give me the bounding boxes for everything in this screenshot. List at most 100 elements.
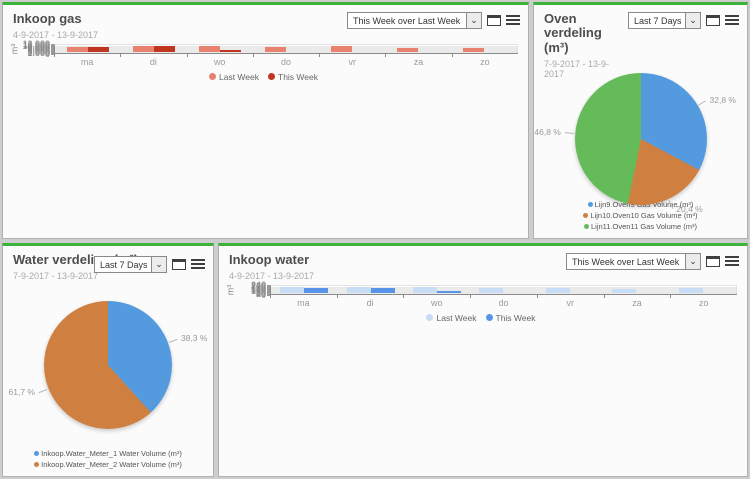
bar [463, 48, 484, 53]
menu-icon[interactable] [725, 15, 739, 25]
gridline [55, 47, 517, 49]
legend-label: This Week [278, 71, 318, 82]
maximize-icon[interactable] [706, 256, 720, 267]
period-select[interactable]: Last 7 Days ⌄ [628, 12, 701, 29]
y-tick-label: 2.000 [27, 47, 54, 58]
y-tick-label: 3.000 [27, 46, 54, 57]
legend-item: Last Week [208, 71, 259, 82]
maximize-icon[interactable] [172, 259, 186, 270]
chevron-down-icon: ⌄ [466, 13, 481, 28]
legend-label: Inkoop.Water_Meter_2 Water Volume (m³) [41, 460, 182, 469]
y-tick-label: 0 [44, 49, 55, 60]
period-select[interactable]: This Week over Last Week ⌄ [566, 253, 701, 270]
water-verdeling-pie-chart: 38,3 % 61,7 % Inkoop.Water_Meter_1 Water V… [3, 282, 213, 476]
x-category-label: za [385, 52, 451, 67]
y-tick-label: 40 [255, 288, 271, 299]
x-category-label: za [603, 293, 671, 308]
period-select[interactable]: This Week over Last Week ⌄ [347, 12, 482, 29]
gridline [271, 288, 736, 290]
panel-header: Inkoop water 4-9-2017 - 13-9-2017 This W… [219, 246, 747, 282]
bar-chart-body: m³ 12.000 11.000 10.000 9.000 8.000 7.000 6.000… [9, 39, 518, 84]
pie-area: 32,8 % 20,4 % 46,8 % [534, 73, 743, 214]
maximize-icon[interactable] [487, 15, 501, 26]
bar [67, 46, 88, 53]
bar-pair [265, 45, 307, 53]
gridline [271, 287, 736, 289]
maximize-icon[interactable] [706, 15, 720, 26]
bar-pair [479, 286, 527, 294]
bar-group [451, 45, 517, 53]
menu-icon[interactable] [506, 15, 520, 25]
dashboard-row-top: Inkoop gas 4-9-2017 - 13-9-2017 This Wee… [2, 2, 748, 239]
y-tick-label: 240 [250, 280, 271, 291]
bar-group [271, 286, 337, 294]
bar [437, 291, 462, 294]
pie-slice-label: 20,4 % [676, 204, 703, 215]
bar-groups [55, 45, 517, 53]
panel-controls: Last 7 Days ⌄ [94, 256, 205, 273]
bar [370, 288, 395, 294]
bar-pair [133, 45, 175, 53]
bar-groups [271, 286, 736, 294]
bar-pair [280, 286, 329, 294]
bar-pair [463, 45, 505, 53]
legend-item: Inkoop.Water_Meter_2 Water Volume (m³) [34, 460, 182, 469]
gridline [55, 46, 517, 48]
bar [133, 45, 154, 53]
y-tick-label: 100 [250, 286, 271, 297]
legend-item: Lijn10.Oven10 Gas Volume (m³) [583, 211, 698, 220]
period-select[interactable]: Last 7 Days ⌄ [94, 256, 167, 273]
y-tick-label: 180 [250, 282, 271, 293]
pie [574, 73, 707, 206]
legend-dot [587, 202, 593, 207]
x-category-label: di [120, 52, 186, 67]
menu-icon[interactable] [191, 259, 205, 269]
legend-label: Last Week [218, 71, 259, 82]
panel-controls: This Week over Last Week ⌄ [347, 12, 520, 29]
plot-area [270, 285, 737, 296]
dashboard-row-bottom: Water verdeling (m³) 7-9-2017 - 13-9-201… [2, 243, 748, 477]
legend-label: This Week [495, 312, 536, 323]
plot-row: m³ 240 220 200 180 160 140 120 100 80 60 40 20 0 [225, 280, 737, 300]
bar-group [603, 286, 669, 294]
plot-row: m³ 12.000 11.000 10.000 9.000 8.000 7.000 6.000… [9, 39, 518, 59]
y-tick-label: 5.000 [27, 45, 54, 56]
pie-slice-label: 32,8 % [709, 94, 736, 105]
bar [331, 45, 352, 53]
chevron-down-icon: ⌄ [685, 13, 700, 28]
y-axis: 240 220 200 180 160 140 120 100 80 60 40 20 0 [236, 280, 271, 300]
pie-slice-label: 46,8 % [534, 126, 561, 137]
panel-title: Oven verdeling (m³) [544, 11, 602, 55]
bar-pair [413, 286, 462, 294]
bar-group [470, 286, 536, 294]
gridline [271, 292, 736, 294]
pie-slice-label: 61,7 % [8, 387, 35, 398]
legend-label: Lijn10.Oven10 Gas Volume (m³) [590, 211, 698, 220]
chevron-down-icon: ⌄ [685, 254, 700, 269]
legend-dot [426, 314, 434, 322]
menu-icon[interactable] [725, 256, 739, 266]
bar-group [404, 286, 470, 294]
bar-group [121, 45, 187, 53]
panel-title: Inkoop water [229, 252, 310, 267]
panel-inkoop-water: Inkoop water 4-9-2017 - 13-9-2017 This W… [218, 243, 748, 477]
bar [397, 47, 418, 53]
chevron-down-icon: ⌄ [151, 257, 166, 272]
legend-dot [583, 224, 589, 229]
period-select-value: Last 7 Days [634, 15, 682, 26]
bar [199, 45, 220, 53]
panel-title: Inkoop gas [13, 11, 82, 26]
bar [612, 289, 637, 294]
panel-controls: Last 7 Days ⌄ [628, 12, 739, 29]
gridline [271, 291, 736, 293]
y-tick-label: 60 [255, 287, 271, 298]
pie-area: 38,3 % 61,7 % [7, 284, 209, 446]
x-category-label: vr [319, 52, 385, 67]
gridline [271, 290, 736, 292]
chart-legend: Last Week This Week [9, 69, 518, 84]
gridline [55, 48, 517, 50]
legend-item: Inkoop.Water_Meter_1 Water Volume (m³) [34, 449, 182, 458]
bar-pair [545, 286, 594, 294]
x-category-label: zo [451, 52, 518, 67]
bar-pair [397, 45, 439, 53]
